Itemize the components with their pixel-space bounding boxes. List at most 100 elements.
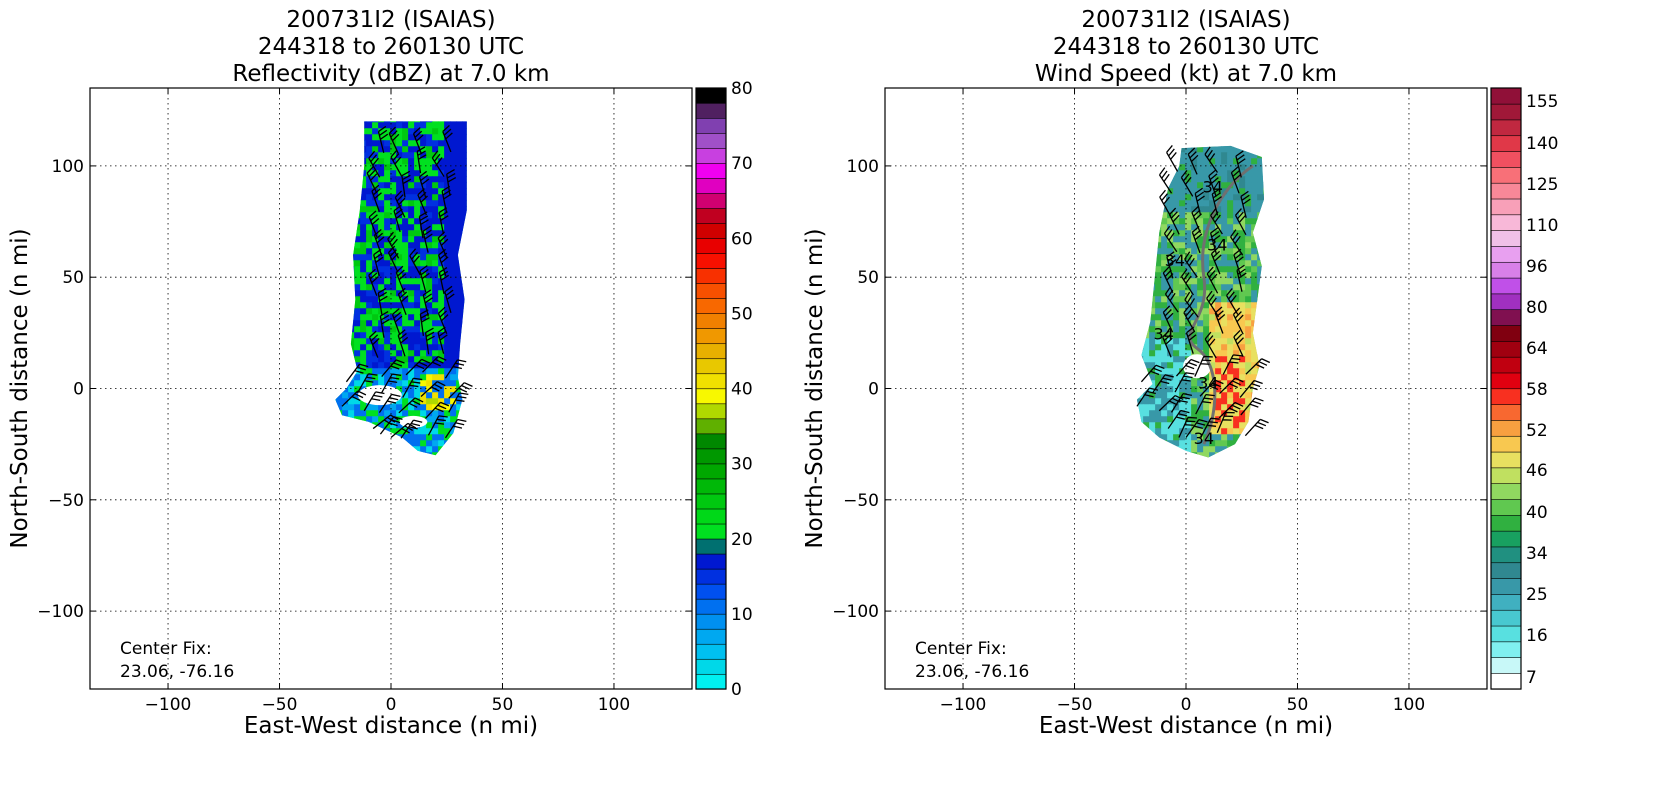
contour-label: 34 — [1194, 429, 1214, 448]
field-cell — [402, 152, 409, 159]
field-cell — [366, 410, 373, 417]
field-cell — [414, 146, 421, 153]
field-cell — [402, 272, 409, 279]
field-cell — [402, 128, 409, 135]
field-cell — [1173, 434, 1180, 441]
field-cell — [390, 278, 397, 285]
field-cell — [1233, 362, 1240, 369]
field-cell — [1161, 290, 1168, 297]
field-cell — [1179, 188, 1186, 195]
field-cell — [1233, 374, 1240, 381]
field-cell — [1239, 236, 1246, 243]
field-cell — [450, 392, 457, 399]
field-cell — [1179, 422, 1186, 429]
field-cell — [396, 368, 403, 375]
colorbar-tick-label: 46 — [1526, 461, 1548, 481]
field-cell — [414, 434, 421, 441]
field-cell — [1233, 212, 1240, 219]
field-cell — [1251, 350, 1258, 357]
field-cell — [372, 278, 379, 285]
field-cell — [384, 170, 391, 177]
field-cell — [396, 122, 403, 129]
field-cell — [384, 218, 391, 225]
field-cell — [426, 398, 433, 405]
field-cell — [378, 254, 385, 261]
field-cell — [426, 404, 433, 411]
field-cell — [390, 266, 397, 273]
field-cell — [408, 206, 415, 213]
field-cell — [456, 152, 463, 159]
field-cell — [444, 122, 451, 129]
colorbar-swatch — [695, 598, 727, 615]
field-cell — [1203, 248, 1210, 255]
field-cell — [1239, 326, 1246, 333]
field-cell — [1215, 218, 1222, 225]
field-cell — [1215, 248, 1222, 255]
field-cell — [372, 242, 379, 249]
field-cell — [1161, 236, 1168, 243]
colorbar-swatch — [695, 508, 727, 525]
field-cell — [444, 308, 451, 315]
field-cell — [396, 242, 403, 249]
field-cell — [1149, 404, 1156, 411]
field-cell — [444, 344, 451, 351]
field-cell — [426, 368, 433, 375]
field-cell — [408, 284, 415, 291]
field-cell — [1209, 224, 1216, 231]
y-tick-label: 50 — [62, 268, 84, 288]
field-cell — [1215, 146, 1222, 153]
field-cell — [1245, 392, 1252, 399]
field-cell — [1245, 218, 1252, 225]
colorbar-swatch — [1490, 577, 1522, 595]
field-cell — [360, 206, 367, 213]
field-cell — [420, 386, 427, 393]
y-tick-label: 100 — [52, 157, 84, 177]
field-cell — [438, 302, 445, 309]
field-cell — [462, 170, 467, 177]
field-cell — [1173, 338, 1180, 345]
field-cell — [420, 434, 427, 441]
field-cell — [1185, 308, 1192, 315]
field-cell — [1185, 212, 1192, 219]
field-cell — [1251, 266, 1258, 273]
wind-barb — [1187, 147, 1199, 175]
field-cell — [1239, 338, 1246, 345]
field-cell — [1227, 428, 1234, 435]
field-cell — [462, 176, 467, 183]
field-cell — [360, 176, 367, 183]
field-cell — [1167, 356, 1174, 363]
field-cell — [360, 254, 367, 261]
field-cell — [396, 170, 403, 177]
field-cell — [1233, 392, 1240, 399]
field-cell — [1167, 242, 1174, 249]
field-cell — [1245, 284, 1252, 291]
field-cell — [1245, 416, 1252, 423]
field-cell — [450, 326, 457, 333]
field-cell — [1143, 398, 1150, 405]
field-cell — [390, 188, 397, 195]
field-cell — [1227, 314, 1234, 321]
field-cell — [444, 350, 451, 357]
x-tick-label: 0 — [1181, 695, 1192, 715]
center-fix-line: 23.06, -76.16 — [120, 662, 234, 682]
field-cell — [444, 422, 451, 429]
field-cell — [426, 254, 433, 261]
field-cell — [396, 188, 403, 195]
field-cell — [426, 122, 433, 129]
field-cell — [414, 134, 421, 141]
field-cell — [372, 146, 379, 153]
wind-barb — [1162, 305, 1174, 333]
field-cell — [390, 332, 397, 339]
field-cell — [360, 224, 367, 231]
field-cell — [1185, 206, 1192, 213]
field-cell — [1185, 428, 1192, 435]
field-cell — [1191, 392, 1198, 399]
field-cell — [1173, 320, 1180, 327]
field-cell — [1173, 416, 1180, 423]
field-cell — [1239, 386, 1246, 393]
contour-label: 34 — [1154, 325, 1174, 344]
field-cell — [1203, 392, 1210, 399]
field-cell — [432, 422, 439, 429]
field-cell — [1221, 248, 1228, 255]
wind-barb — [356, 373, 378, 394]
